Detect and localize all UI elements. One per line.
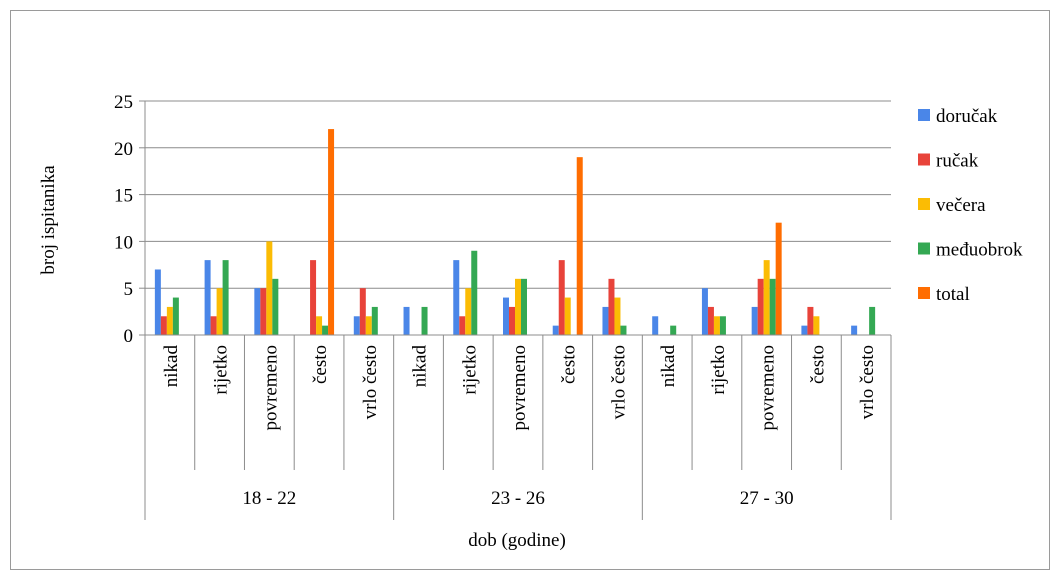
bar-doručak-6 <box>453 260 460 335</box>
bar-ručak-7 <box>509 306 515 335</box>
bar-večera-12 <box>763 260 770 335</box>
bar-večera-3 <box>316 316 323 335</box>
bar-ručak-0 <box>160 316 167 335</box>
y-tick-label: 25 <box>114 92 133 113</box>
bar-međuobrok-10 <box>670 325 677 335</box>
y-tick-label: 5 <box>124 279 134 300</box>
legend-swatch-total <box>918 287 930 299</box>
group-label: 18 - 22 <box>242 488 296 509</box>
bar-večera-0 <box>166 306 173 335</box>
bar-doručak-12 <box>751 306 758 335</box>
bar-večera-8 <box>564 297 571 335</box>
bar-večera-9 <box>614 297 621 335</box>
bar-doručak-2 <box>254 288 261 335</box>
legend-label: večera <box>936 195 986 216</box>
y-axis-label: broj ispitanika <box>38 165 59 275</box>
legend-swatch-međuobrok <box>918 242 930 255</box>
bar-doručak-13 <box>801 325 808 335</box>
bar-večera-7 <box>515 278 521 335</box>
chart-frame <box>10 10 1050 570</box>
bar-total-12 <box>775 222 782 335</box>
category-label: rijetko <box>211 345 232 395</box>
bar-doručak-7 <box>503 297 509 335</box>
bar-ručak-1 <box>210 316 217 335</box>
category-label: vrlo često <box>857 345 878 419</box>
bar-doručak-0 <box>154 269 161 335</box>
category-label: vrlo često <box>360 345 381 419</box>
legend-swatch-doručak <box>918 109 930 121</box>
bar-doručak-8 <box>552 325 559 335</box>
y-tick-label: 20 <box>114 139 133 160</box>
bar-ručak-12 <box>757 278 764 335</box>
bar-međuobrok-5 <box>421 306 428 335</box>
bar-međuobrok-4 <box>371 306 378 335</box>
bar-večera-13 <box>813 316 820 335</box>
bar-doručak-9 <box>602 306 609 335</box>
bar-večera-1 <box>216 288 223 335</box>
category-label: nikad <box>161 345 182 388</box>
bar-međuobrok-7 <box>521 278 527 335</box>
group-label: 23 - 26 <box>491 488 545 509</box>
bar-međuobrok-12 <box>769 278 776 335</box>
bar-večera-11 <box>713 316 720 335</box>
bar-ručak-6 <box>459 316 466 335</box>
bar-doručak-1 <box>204 260 211 335</box>
bar-ručak-8 <box>558 260 565 335</box>
bar-ručak-9 <box>608 278 615 335</box>
group-label: 27 - 30 <box>740 488 794 509</box>
bar-ručak-2 <box>260 288 267 335</box>
category-label: povremeno <box>758 345 779 430</box>
category-label: rijetko <box>459 345 480 395</box>
category-label: povremeno <box>509 345 530 430</box>
category-label: često <box>807 345 828 384</box>
bar-ručak-11 <box>707 306 714 335</box>
bar-doručak-14 <box>851 325 858 335</box>
bar-međuobrok-14 <box>869 306 876 335</box>
category-label: vrlo često <box>608 345 629 419</box>
bar-večera-4 <box>365 316 372 335</box>
category-label: rijetko <box>708 345 729 395</box>
bar-total-8 <box>576 157 583 335</box>
legend-swatch-ručak <box>918 153 930 166</box>
bar-doručak-11 <box>701 288 708 335</box>
legend: doručak ručak večera međuobrok total <box>918 106 1023 305</box>
legend-swatch-večera <box>918 198 930 210</box>
bar-ručak-3 <box>310 260 317 335</box>
y-tick-label: 10 <box>114 232 133 253</box>
legend-label: total <box>936 284 970 305</box>
axes: 0 5 10 15 20 25 nikad rijetko povremeno često vrlo… <box>114 92 892 520</box>
category-label: često <box>310 345 331 384</box>
bar-međuobrok-2 <box>272 278 279 335</box>
category-label: nikad <box>658 345 679 388</box>
bar-međuobrok-6 <box>471 250 478 335</box>
bar-doručak-5 <box>403 306 410 335</box>
bar-međuobrok-11 <box>719 316 726 335</box>
legend-label: ručak <box>936 151 979 172</box>
bar-doručak-4 <box>353 316 360 335</box>
bar-međuobrok-0 <box>172 297 179 335</box>
y-tick-label: 15 <box>114 186 133 207</box>
bar-total-3 <box>328 129 335 335</box>
bar-međuobrok-3 <box>322 325 329 335</box>
legend-label: doručak <box>936 106 998 127</box>
bar-doručak-10 <box>652 316 659 335</box>
bars <box>154 129 876 335</box>
legend-label: međuobrok <box>936 240 1023 261</box>
category-label: često <box>559 345 580 384</box>
category-label: nikad <box>410 345 431 388</box>
y-tick-label: 0 <box>124 326 134 347</box>
category-label: povremeno <box>260 345 281 430</box>
bar-međuobrok-9 <box>620 325 627 335</box>
bar-večera-6 <box>465 288 472 335</box>
x-axis-label: dob (godine) <box>468 530 566 551</box>
bar-ručak-4 <box>359 288 366 335</box>
bar-međuobrok-1 <box>222 260 229 335</box>
bar-ručak-13 <box>807 306 814 335</box>
bar-večera-2 <box>266 241 273 335</box>
